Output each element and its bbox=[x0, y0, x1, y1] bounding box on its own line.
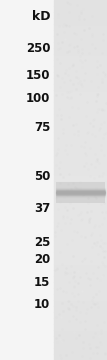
Text: 150: 150 bbox=[26, 69, 50, 82]
Text: 100: 100 bbox=[26, 93, 50, 105]
Text: 15: 15 bbox=[34, 276, 50, 289]
Bar bbox=[54, 0, 107, 360]
Text: 250: 250 bbox=[26, 42, 50, 55]
Text: 75: 75 bbox=[34, 121, 50, 134]
Text: kD: kD bbox=[32, 10, 50, 23]
Text: 10: 10 bbox=[34, 298, 50, 311]
Text: 37: 37 bbox=[34, 202, 50, 215]
Text: 20: 20 bbox=[34, 253, 50, 266]
Bar bbox=[56, 182, 105, 203]
Text: 25: 25 bbox=[34, 237, 50, 249]
Text: 50: 50 bbox=[34, 170, 50, 183]
